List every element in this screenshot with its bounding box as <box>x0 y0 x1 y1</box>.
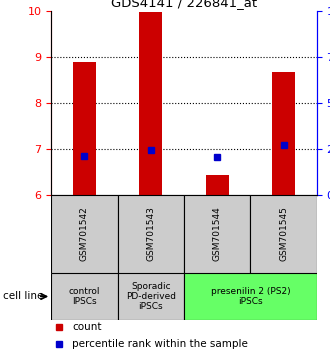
Text: GSM701545: GSM701545 <box>279 206 288 261</box>
Text: Sporadic
PD-derived
iPSCs: Sporadic PD-derived iPSCs <box>126 281 176 312</box>
Text: count: count <box>72 322 102 332</box>
Bar <box>250 195 317 273</box>
Title: GDS4141 / 226841_at: GDS4141 / 226841_at <box>111 0 257 10</box>
Bar <box>184 195 250 273</box>
Text: percentile rank within the sample: percentile rank within the sample <box>72 339 248 349</box>
Text: presenilin 2 (PS2)
iPSCs: presenilin 2 (PS2) iPSCs <box>211 287 290 306</box>
Text: control
IPSCs: control IPSCs <box>69 287 100 306</box>
Text: GSM701542: GSM701542 <box>80 206 89 261</box>
Bar <box>73 62 96 195</box>
Bar <box>117 273 184 320</box>
Bar <box>51 195 117 273</box>
Text: GSM701544: GSM701544 <box>213 206 222 261</box>
Text: GSM701543: GSM701543 <box>146 206 155 261</box>
Bar <box>206 175 229 195</box>
Bar <box>51 273 117 320</box>
Bar <box>272 72 295 195</box>
Text: cell line: cell line <box>3 291 44 302</box>
Bar <box>184 273 317 320</box>
Bar <box>117 195 184 273</box>
Bar <box>139 12 162 195</box>
